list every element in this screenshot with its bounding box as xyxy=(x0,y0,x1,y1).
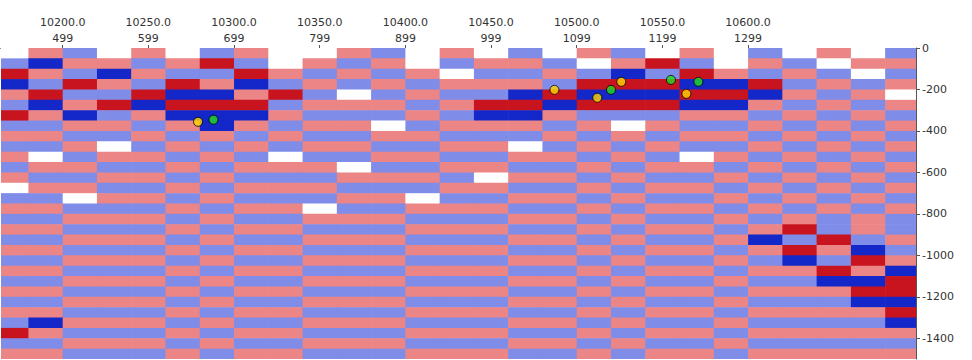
svg-text:10300.0: 10300.0 xyxy=(211,16,256,29)
svg-text:-1200: -1200 xyxy=(922,290,954,303)
svg-text:1099: 1099 xyxy=(563,32,591,45)
svg-text:-600: -600 xyxy=(922,166,947,179)
svg-text:1199: 1199 xyxy=(648,32,676,45)
svg-text:499: 499 xyxy=(52,32,73,45)
svg-text:0: 0 xyxy=(922,42,929,55)
svg-text:699: 699 xyxy=(224,32,245,45)
svg-text:999: 999 xyxy=(481,32,502,45)
svg-text:899: 899 xyxy=(395,32,416,45)
svg-text:10500.0: 10500.0 xyxy=(554,16,600,29)
svg-text:10400.0: 10400.0 xyxy=(383,16,429,29)
svg-text:1299: 1299 xyxy=(734,32,762,45)
svg-text:10350.0: 10350.0 xyxy=(297,16,343,29)
svg-text:-400: -400 xyxy=(922,124,947,137)
svg-text:10250.0: 10250.0 xyxy=(126,16,172,29)
svg-text:-200: -200 xyxy=(922,83,947,96)
svg-text:10200.0: 10200.0 xyxy=(40,16,86,29)
svg-text:599: 599 xyxy=(138,32,159,45)
svg-text:-800: -800 xyxy=(922,207,947,220)
svg-text:10550.0: 10550.0 xyxy=(640,16,686,29)
svg-text:10450.0: 10450.0 xyxy=(468,16,514,29)
svg-text:-1000: -1000 xyxy=(922,249,954,262)
svg-text:10600.0: 10600.0 xyxy=(725,16,771,29)
svg-text:-1400: -1400 xyxy=(922,332,954,345)
svg-text:799: 799 xyxy=(309,32,330,45)
